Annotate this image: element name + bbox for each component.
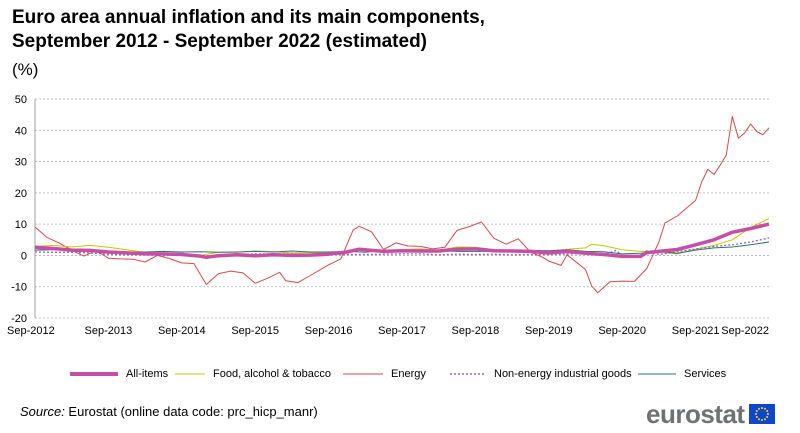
x-tick-label: Sep-2012 (7, 325, 55, 337)
eurostat-logo: eurostat (646, 398, 775, 429)
legend-label: Energy (391, 368, 426, 380)
legend-item-non-energy[interactable]: Non-energy industrial goods (450, 366, 632, 382)
x-tick-label: Sep-2022 (721, 325, 769, 337)
x-tick-label: Sep-2013 (85, 325, 133, 337)
legend-item-energy[interactable]: Energy (343, 366, 426, 382)
x-tick-label: Sep-2019 (525, 325, 573, 337)
x-tick-label: Sep-2021 (672, 325, 720, 337)
legend-item-all-items[interactable]: All-items (70, 366, 168, 382)
chart-title-line1: Euro area annual inflation and its main … (12, 7, 485, 28)
y-tick-label: -20 (11, 313, 27, 325)
x-tick-label: Sep-2020 (598, 325, 646, 337)
chart-legend: All-items Food, alcohol & tobacco Energy… (60, 366, 780, 382)
logo-text: eurostat (646, 398, 745, 429)
legend-item-food[interactable]: Food, alcohol & tobacco (175, 366, 331, 382)
y-tick-label: 0 (21, 250, 27, 262)
y-tick-label: 30 (15, 157, 27, 169)
eu-flag-icon (748, 404, 775, 424)
y-axis-ticks: -20 -10 0 10 20 30 40 50 (11, 94, 27, 325)
chart-title-line2: September 2012 - September 2022 (estimat… (12, 31, 428, 52)
source-note: Source: Eurostat (online data code: prc_… (20, 404, 318, 419)
x-tick-label: Sep-2017 (378, 325, 426, 337)
x-tick-label: Sep-2014 (158, 325, 206, 337)
y-tick-label: 10 (15, 219, 27, 231)
legend-label: All-items (126, 368, 169, 380)
unit-label: (%) (12, 60, 39, 79)
legend-label: Non-energy industrial goods (494, 368, 632, 380)
y-tick-label: 40 (15, 125, 27, 137)
legend-label: Food, alcohol & tobacco (213, 368, 332, 380)
legend-item-services[interactable]: Services (638, 366, 726, 382)
chart-grid (34, 98, 769, 319)
y-tick-label: -10 (11, 282, 27, 294)
x-tick-label: Sep-2015 (231, 325, 279, 337)
y-tick-label: 50 (15, 94, 27, 106)
chart-series (34, 116, 770, 294)
x-axis-ticks: Sep-2012 Sep-2013 Sep-2014 Sep-2015 Sep-2016… (7, 325, 769, 337)
chart-title: Euro area annual inflation and its main … (12, 6, 712, 54)
y-tick-label: 20 (15, 188, 27, 200)
series-line-energy (34, 116, 770, 294)
series-line-all-items (34, 222, 770, 260)
source-text: Eurostat (online data code: prc_hicp_man… (64, 404, 318, 419)
x-tick-label: Sep-2018 (452, 325, 500, 337)
legend-label: Services (684, 368, 727, 380)
source-label: Source: (20, 404, 65, 419)
series-line-non-energy (34, 237, 770, 258)
x-tick-label: Sep-2016 (305, 325, 353, 337)
